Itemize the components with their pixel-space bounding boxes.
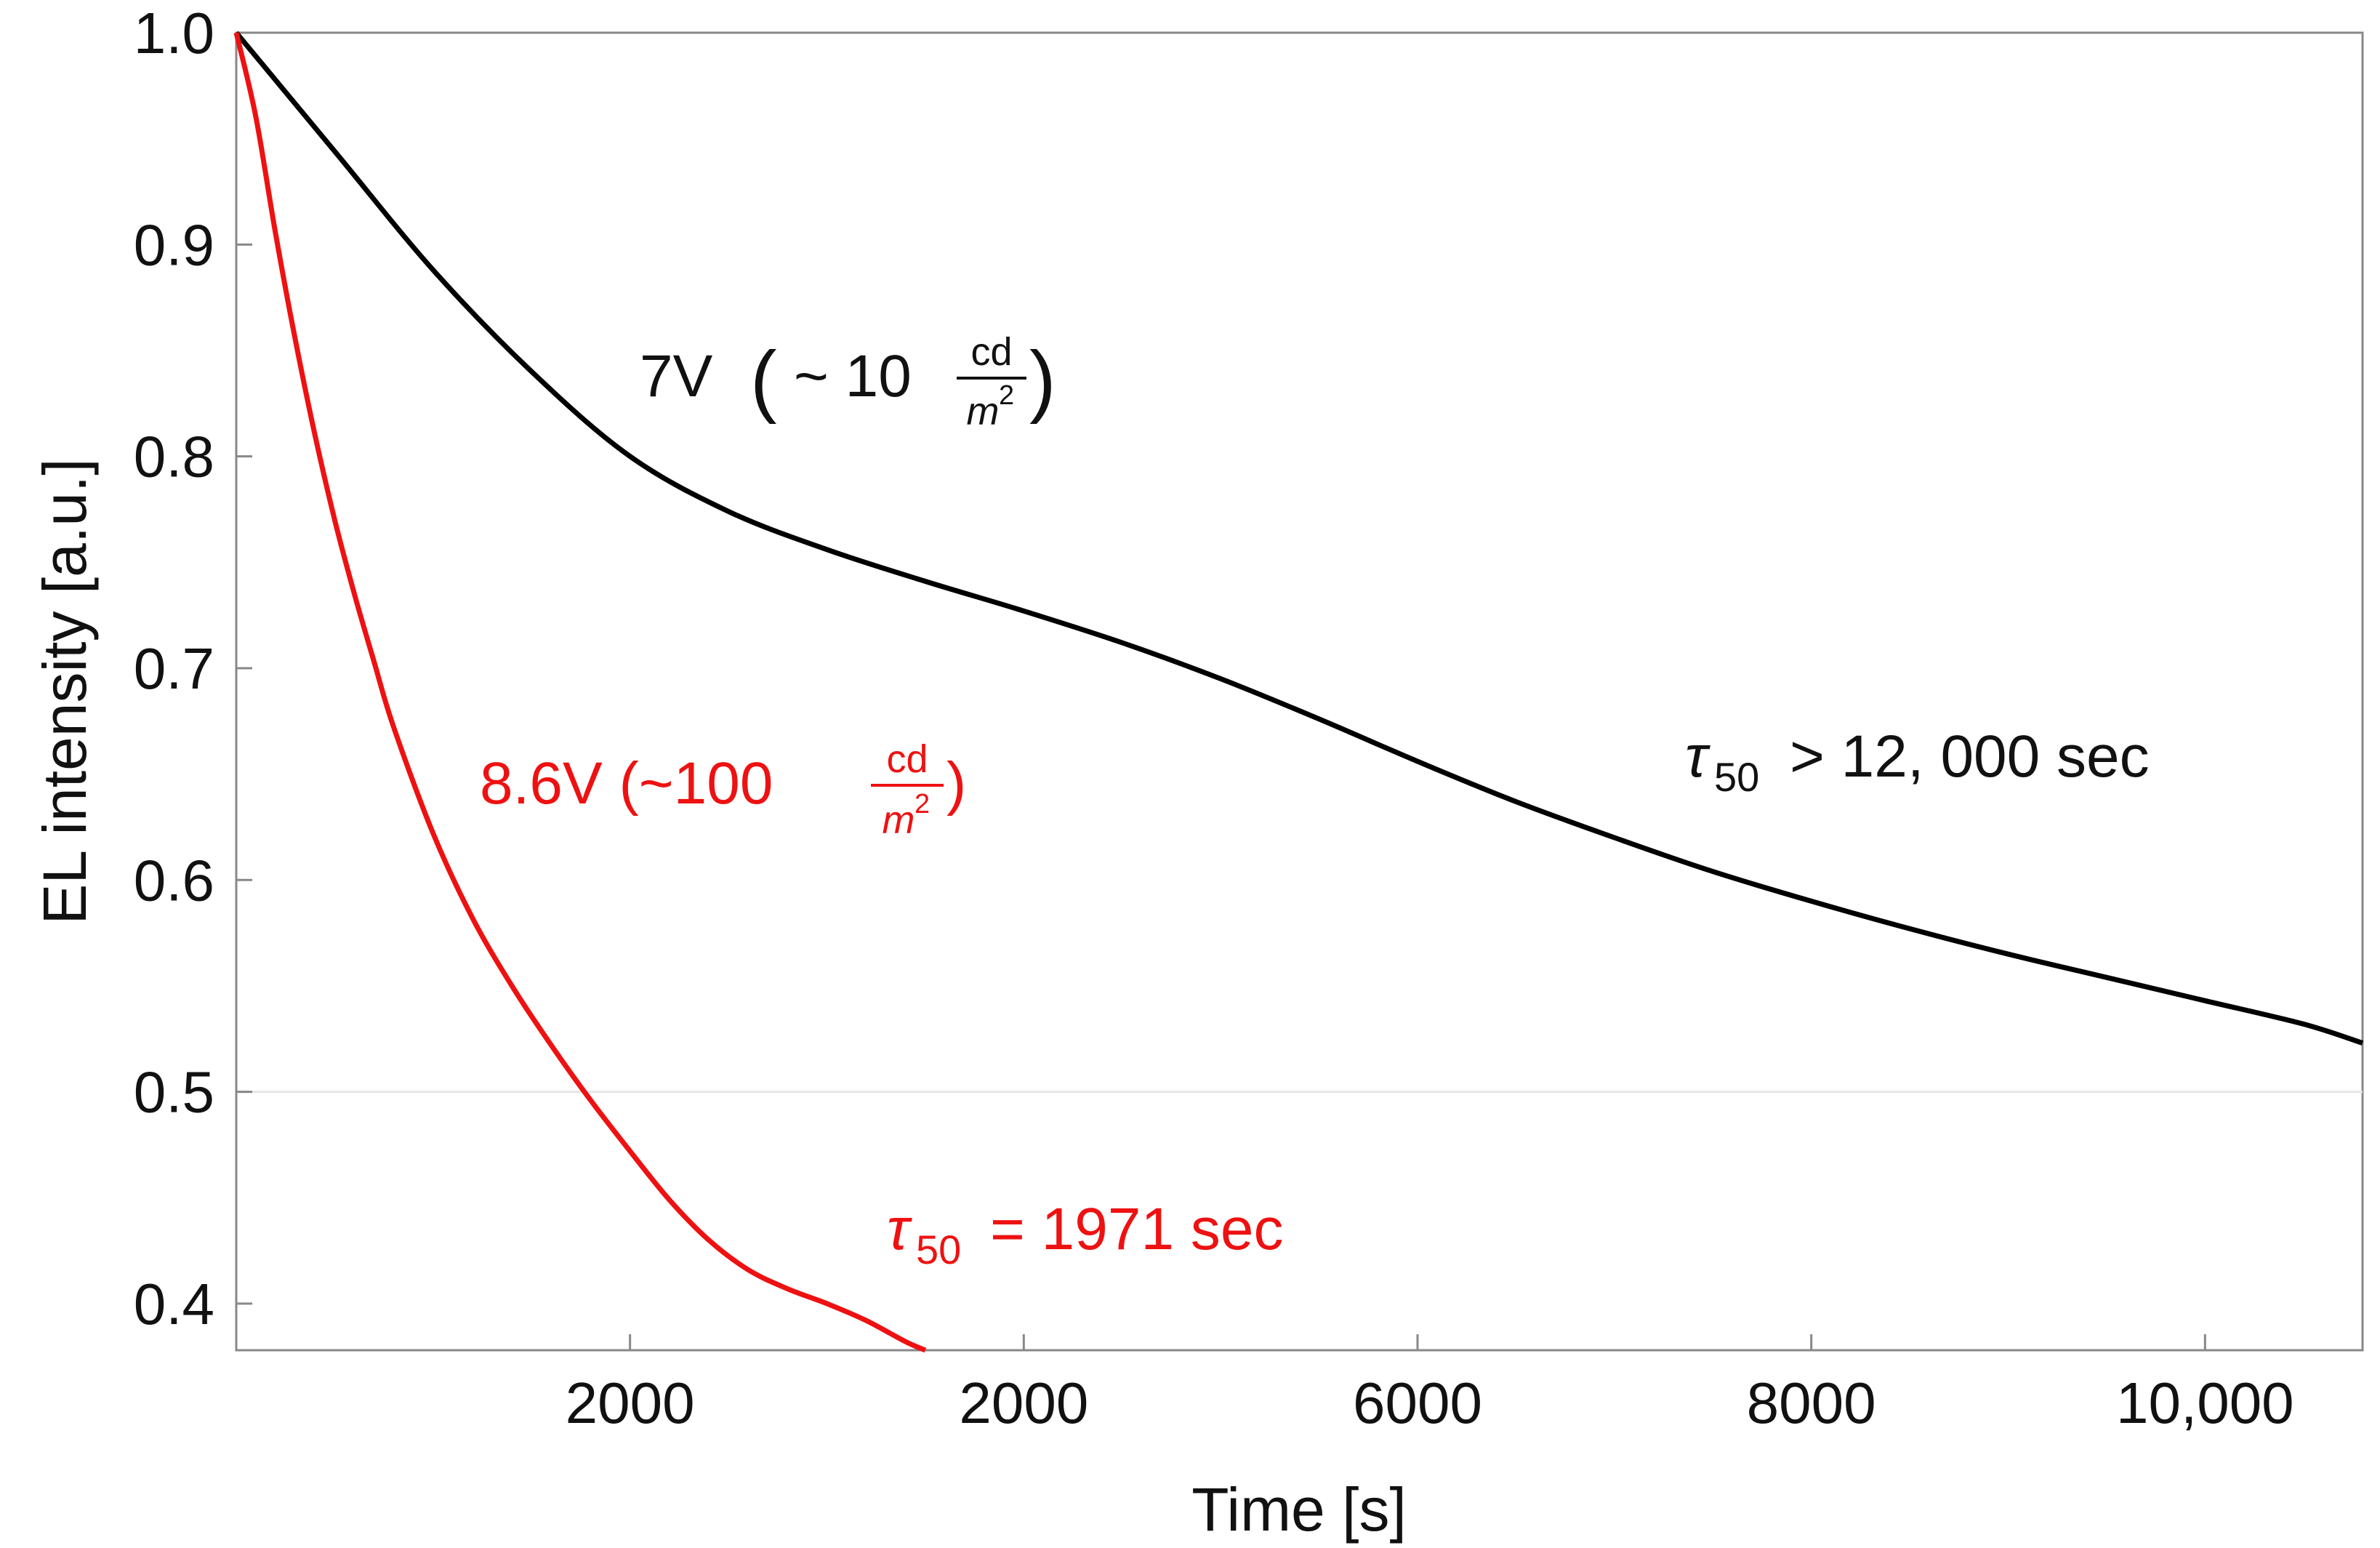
annotation-tau-red-rest: = 1971 sec bbox=[990, 1196, 1283, 1262]
annotation-7v-prefix: 7V bbox=[640, 343, 713, 409]
annotation-tau-red: τ 50 = 1971 sec bbox=[887, 1196, 1283, 1272]
annotation-7v-close-paren: ) bbox=[1029, 335, 1056, 425]
annotation-7v-open-paren: ( bbox=[750, 335, 777, 425]
y-tick-label: 0.4 bbox=[134, 1272, 214, 1336]
annotation-8-6v-close-paren: ) bbox=[946, 750, 966, 817]
annotation-7v: 7V ( ~ 10 cd m 2 ) bbox=[640, 330, 1056, 433]
annotation-8-6v-prefix: 8.6V (~100 bbox=[480, 750, 773, 817]
x-tick-label: 8000 bbox=[1747, 1371, 1876, 1435]
x-ticks: 2000 2000 6000 8000 10,000 bbox=[566, 1334, 2294, 1435]
y-ticks: 0.4 0.5 0.6 0.7 0.8 0.9 1.0 bbox=[134, 1, 252, 1336]
annotation-7v-value: ~ 10 bbox=[794, 343, 912, 409]
series-line-7v bbox=[234, 31, 2364, 1046]
annotation-tau-black-symbol: τ bbox=[1685, 723, 1710, 790]
annotation-7v-frac-num: cd bbox=[970, 330, 1012, 374]
annotation-8-6v-frac-num: cd bbox=[886, 737, 928, 781]
annotation-7v-frac-exp: 2 bbox=[999, 380, 1014, 411]
annotation-tau-black-sub: 50 bbox=[1714, 754, 1759, 800]
y-tick-label: 0.7 bbox=[134, 636, 214, 701]
series-line-8-6v bbox=[233, 32, 927, 1353]
y-tick-label: 0.8 bbox=[134, 425, 214, 489]
annotation-8-6v: 8.6V (~100 cd m 2 ) bbox=[480, 737, 966, 842]
annotation-7v-frac-den: m bbox=[967, 390, 1000, 433]
annotation-tau-red-sub: 50 bbox=[916, 1227, 961, 1272]
x-tick-label: 2000 bbox=[566, 1371, 695, 1435]
plot-frame bbox=[235, 31, 2364, 1352]
x-tick-label: 2000 bbox=[959, 1371, 1088, 1435]
x-tick-label: 6000 bbox=[1353, 1371, 1482, 1435]
x-tick-label: 10,000 bbox=[2116, 1371, 2294, 1435]
annotation-tau-black: τ 50 > 12, 000 sec bbox=[1685, 723, 2150, 800]
y-tick-label: 0.9 bbox=[134, 212, 214, 277]
x-axis-title: Time [s] bbox=[1191, 1475, 1407, 1544]
y-tick-label: 0.5 bbox=[134, 1060, 214, 1125]
y-axis-title: EL intensity [a.u.] bbox=[31, 458, 99, 924]
annotation-tau-black-rest: > 12, 000 sec bbox=[1790, 723, 2150, 790]
annotation-tau-red-symbol: τ bbox=[887, 1196, 912, 1262]
annotation-8-6v-frac-exp: 2 bbox=[914, 789, 930, 819]
annotation-8-6v-frac-den: m bbox=[883, 798, 915, 842]
y-tick-label: 1.0 bbox=[134, 1, 214, 65]
y-tick-label: 0.6 bbox=[134, 848, 214, 913]
